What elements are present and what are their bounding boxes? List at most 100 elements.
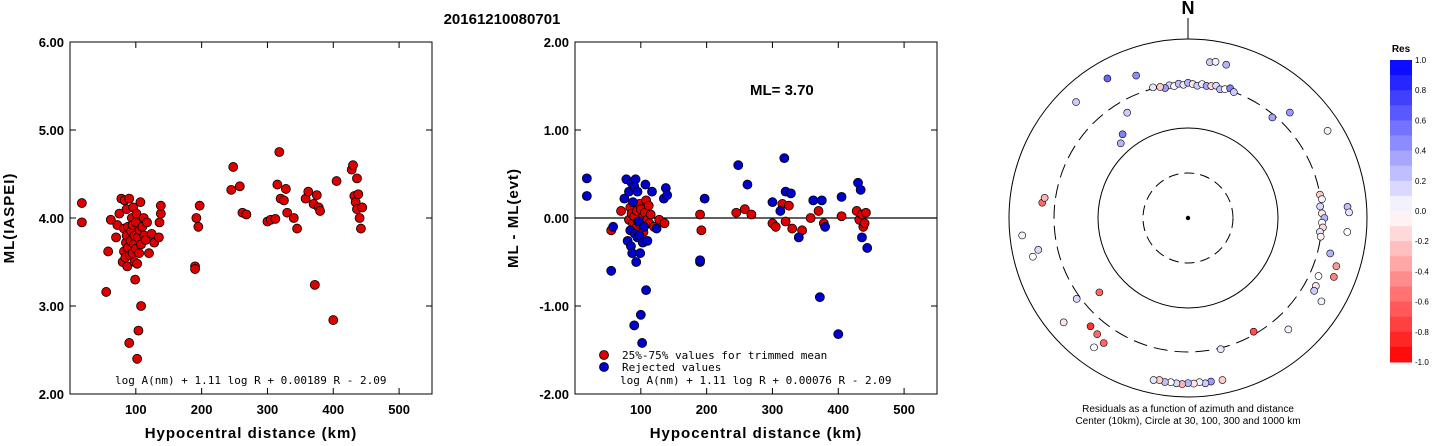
data-point	[836, 191, 847, 202]
colorbar-tick-label: 0.8	[1415, 86, 1427, 95]
data-point	[780, 216, 791, 227]
colorbar-cell	[1390, 165, 1412, 182]
colorbar-cell	[1390, 226, 1412, 242]
data-point	[647, 186, 657, 197]
y-axis-label: ML - ML(evt)	[505, 168, 522, 268]
data-point	[855, 184, 866, 195]
azimuth-residual-panel: N Residuals as a function of azimuth and…	[1008, 0, 1368, 427]
data-point	[76, 198, 87, 208]
data-point	[695, 209, 705, 220]
caption-line-1: Residuals as a function of azimuth and d…	[1082, 404, 1294, 415]
data-point	[637, 338, 648, 348]
data-point	[226, 184, 237, 195]
x-tick-label: 400	[322, 402, 344, 417]
data-point	[775, 206, 786, 216]
station-point	[1216, 345, 1225, 354]
y-tick-label: -1.00	[539, 299, 569, 314]
colorbar-cell	[1390, 271, 1412, 287]
data-point	[833, 329, 844, 340]
station-point	[1249, 327, 1258, 336]
colorbar-cell	[1390, 241, 1412, 257]
data-point	[770, 221, 781, 232]
data-point	[356, 223, 366, 234]
ring-100km	[1097, 127, 1279, 309]
x-ticks: 100 200 300 400 500	[125, 42, 410, 417]
station-points	[1018, 57, 1353, 388]
data-point	[132, 353, 143, 364]
data-point	[581, 191, 592, 201]
ring-1000km	[1008, 38, 1368, 398]
data-point	[124, 193, 135, 204]
colorbar-ticks: 1.0 0.8 0.6 0.4 0.2 0.0 -0.2 -0.4 -0.6 -0.8 -1.0	[1415, 56, 1429, 367]
colorbar-tick-label: 0.0	[1415, 207, 1427, 216]
station-point	[1218, 376, 1227, 384]
data-point	[155, 200, 166, 211]
data-point	[635, 248, 646, 259]
x-axis-label: Hypocentral distance (km)	[145, 425, 358, 441]
data-point	[640, 179, 651, 190]
station-point	[1230, 88, 1238, 96]
y-tick-label: 2.00	[39, 387, 64, 402]
colorbar-tick-label: 1.0	[1415, 56, 1427, 65]
data-point	[279, 195, 289, 206]
data-point	[353, 189, 364, 200]
data-point	[270, 213, 281, 224]
event-title: 20161210080701	[444, 11, 561, 28]
station-point	[1284, 325, 1293, 334]
colorbar-cell	[1390, 286, 1412, 303]
data-point	[194, 200, 205, 211]
station-point	[1316, 202, 1324, 211]
station-point	[1211, 57, 1220, 66]
colorbar-tick-label: -0.8	[1415, 328, 1429, 337]
data-point	[695, 255, 705, 266]
y-ticks: -2.00 -1.00 0.00 1.00 2.00	[539, 35, 937, 402]
y-tick-label: 0.00	[544, 211, 569, 226]
data-point	[662, 190, 673, 201]
colorbar-cell	[1390, 346, 1412, 363]
data-point	[862, 243, 873, 253]
data-point	[303, 186, 314, 197]
station-point	[1029, 252, 1037, 261]
data-point	[132, 258, 143, 269]
ml-annotation: ML= 3.70	[750, 82, 814, 99]
station-point	[1314, 272, 1323, 280]
colorbar-cell	[1390, 120, 1412, 136]
colorbar-tick-label: -0.2	[1415, 237, 1429, 246]
data-point	[190, 264, 200, 274]
data-point	[813, 206, 824, 216]
station-point	[1318, 195, 1326, 203]
data-point	[630, 174, 641, 185]
plot-frame	[69, 41, 433, 395]
data-point	[328, 315, 339, 325]
data-point	[739, 204, 750, 215]
data-point	[315, 206, 326, 216]
data-point	[354, 213, 365, 223]
data-point	[581, 173, 592, 184]
x-tick-label: 200	[696, 402, 718, 417]
station-point	[1332, 262, 1341, 270]
data-point	[142, 217, 152, 228]
data-point	[696, 225, 707, 236]
station-point	[1099, 339, 1108, 347]
y-axis-label: ML(IASPEI)	[1, 173, 18, 264]
x-tick-label: 400	[827, 402, 849, 417]
station-point	[1018, 231, 1026, 240]
station-point	[1116, 139, 1125, 148]
data-points	[581, 153, 873, 348]
data-point	[105, 214, 116, 225]
data-point	[111, 232, 121, 243]
ml-vs-distance-panel: 2.00 3.00 4.00 5.00 6.00 100 200 300 400 500 log…	[1, 35, 433, 442]
data-point	[153, 232, 164, 243]
data-point	[131, 208, 142, 219]
colorbar-cell	[1390, 195, 1412, 212]
data-point	[309, 279, 320, 290]
station-point	[1317, 297, 1326, 306]
data-point	[859, 218, 870, 229]
data-point	[101, 287, 112, 297]
colorbar-tick-label: 0.2	[1415, 177, 1427, 186]
data-point	[629, 320, 640, 331]
data-point	[228, 162, 239, 172]
data-point	[733, 160, 744, 171]
y-ticks: 2.00 3.00 4.00 5.00 6.00	[39, 35, 432, 402]
